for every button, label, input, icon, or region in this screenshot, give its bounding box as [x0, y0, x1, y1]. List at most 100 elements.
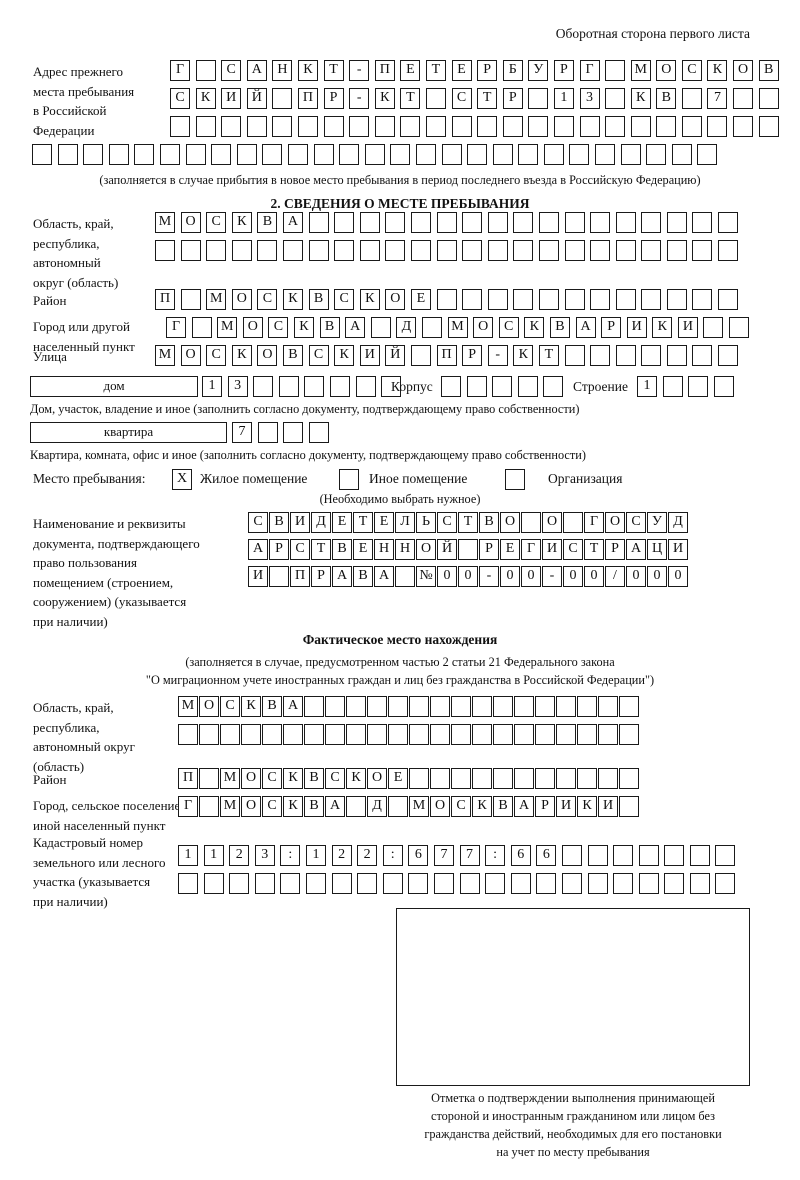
form-cell[interactable]: [178, 724, 198, 745]
form-cell[interactable]: [681, 116, 702, 137]
form-cell[interactable]: [688, 376, 709, 397]
form-cell[interactable]: [666, 289, 687, 310]
form-cell[interactable]: К: [231, 212, 252, 233]
form-cell[interactable]: [339, 144, 360, 165]
form-cell[interactable]: 7: [707, 88, 728, 109]
form-cell[interactable]: К: [513, 345, 534, 366]
form-cell[interactable]: [535, 696, 555, 717]
form-cell[interactable]: С: [681, 60, 702, 81]
form-cell[interactable]: [590, 240, 611, 261]
form-cell[interactable]: 7: [232, 422, 252, 443]
form-cell[interactable]: [510, 873, 531, 894]
form-cell[interactable]: [211, 144, 232, 165]
form-cell[interactable]: А: [283, 696, 303, 717]
form-cell[interactable]: К: [297, 60, 318, 81]
form-cell[interactable]: [666, 345, 687, 366]
form-cell[interactable]: [409, 768, 429, 789]
form-cell[interactable]: С: [498, 317, 519, 338]
form-cell[interactable]: [425, 116, 446, 137]
form-cell[interactable]: О: [416, 539, 436, 560]
form-cell[interactable]: [517, 376, 538, 397]
form-cell[interactable]: 0: [521, 566, 541, 587]
form-cell[interactable]: К: [195, 88, 216, 109]
form-cell[interactable]: [382, 873, 403, 894]
form-cell[interactable]: П: [436, 345, 457, 366]
form-cell[interactable]: К: [524, 317, 545, 338]
form-cell[interactable]: [278, 376, 299, 397]
form-cell[interactable]: [269, 566, 289, 587]
form-cell[interactable]: [388, 724, 408, 745]
stroenie-cells[interactable]: 1: [637, 376, 734, 397]
form-cell[interactable]: [553, 116, 574, 137]
form-cell[interactable]: [615, 240, 636, 261]
form-cell[interactable]: :: [382, 845, 403, 866]
form-cell[interactable]: Н: [395, 539, 415, 560]
form-cell[interactable]: А: [325, 796, 345, 817]
form-cell[interactable]: [32, 144, 52, 165]
form-cell[interactable]: [590, 345, 611, 366]
form-cell[interactable]: [564, 345, 585, 366]
form-cell[interactable]: [605, 88, 626, 109]
form-cell[interactable]: С: [206, 345, 227, 366]
form-cell[interactable]: :: [485, 845, 506, 866]
form-cell[interactable]: У: [647, 512, 667, 533]
form-cell[interactable]: С: [626, 512, 646, 533]
form-cell[interactable]: [253, 376, 274, 397]
form-cell[interactable]: [185, 144, 206, 165]
form-cell[interactable]: К: [374, 88, 395, 109]
form-cell[interactable]: [487, 289, 508, 310]
form-cell[interactable]: Й: [246, 88, 267, 109]
form-cell[interactable]: [409, 724, 429, 745]
form-cell[interactable]: [57, 144, 78, 165]
form-cell[interactable]: [605, 60, 626, 81]
section3-cadastral-row-2[interactable]: [178, 873, 736, 894]
form-cell[interactable]: Т: [584, 539, 604, 560]
form-cell[interactable]: П: [155, 289, 175, 310]
form-cell[interactable]: [564, 212, 585, 233]
form-cell[interactable]: К: [334, 345, 355, 366]
form-cell[interactable]: [304, 376, 325, 397]
form-cell[interactable]: [514, 696, 534, 717]
form-cell[interactable]: Р: [323, 88, 344, 109]
form-cell[interactable]: 6: [510, 845, 531, 866]
form-cell[interactable]: О: [367, 768, 387, 789]
form-cell[interactable]: [388, 696, 408, 717]
form-cell[interactable]: [577, 768, 597, 789]
form-cell[interactable]: С: [248, 512, 268, 533]
form-cell[interactable]: [466, 376, 487, 397]
section3-region-row-2[interactable]: [178, 724, 639, 745]
form-cell[interactable]: [462, 212, 483, 233]
form-cell[interactable]: [662, 376, 683, 397]
form-cell[interactable]: О: [430, 796, 450, 817]
form-cell[interactable]: Д: [396, 317, 417, 338]
form-cell[interactable]: [199, 768, 219, 789]
form-cell[interactable]: [325, 724, 345, 745]
form-cell[interactable]: [561, 845, 582, 866]
form-cell[interactable]: 1: [203, 845, 224, 866]
form-cell[interactable]: [388, 796, 408, 817]
form-cell[interactable]: Т: [477, 88, 498, 109]
form-cell[interactable]: -: [349, 60, 370, 81]
form-cell[interactable]: [180, 289, 201, 310]
form-cell[interactable]: С: [290, 539, 310, 560]
form-cell[interactable]: [689, 873, 710, 894]
form-cell[interactable]: 6: [408, 845, 429, 866]
form-cell[interactable]: 2: [229, 845, 250, 866]
form-cell[interactable]: [569, 144, 590, 165]
form-cell[interactable]: Е: [353, 539, 373, 560]
form-cell[interactable]: [262, 724, 282, 745]
form-cell[interactable]: [357, 873, 378, 894]
form-cell[interactable]: [703, 317, 724, 338]
form-cell[interactable]: Д: [668, 512, 688, 533]
form-cell[interactable]: [666, 212, 687, 233]
form-cell[interactable]: О: [385, 289, 406, 310]
form-cell[interactable]: А: [332, 566, 352, 587]
form-cell[interactable]: 3: [254, 845, 275, 866]
form-cell[interactable]: С: [325, 768, 345, 789]
form-cell[interactable]: [615, 212, 636, 233]
